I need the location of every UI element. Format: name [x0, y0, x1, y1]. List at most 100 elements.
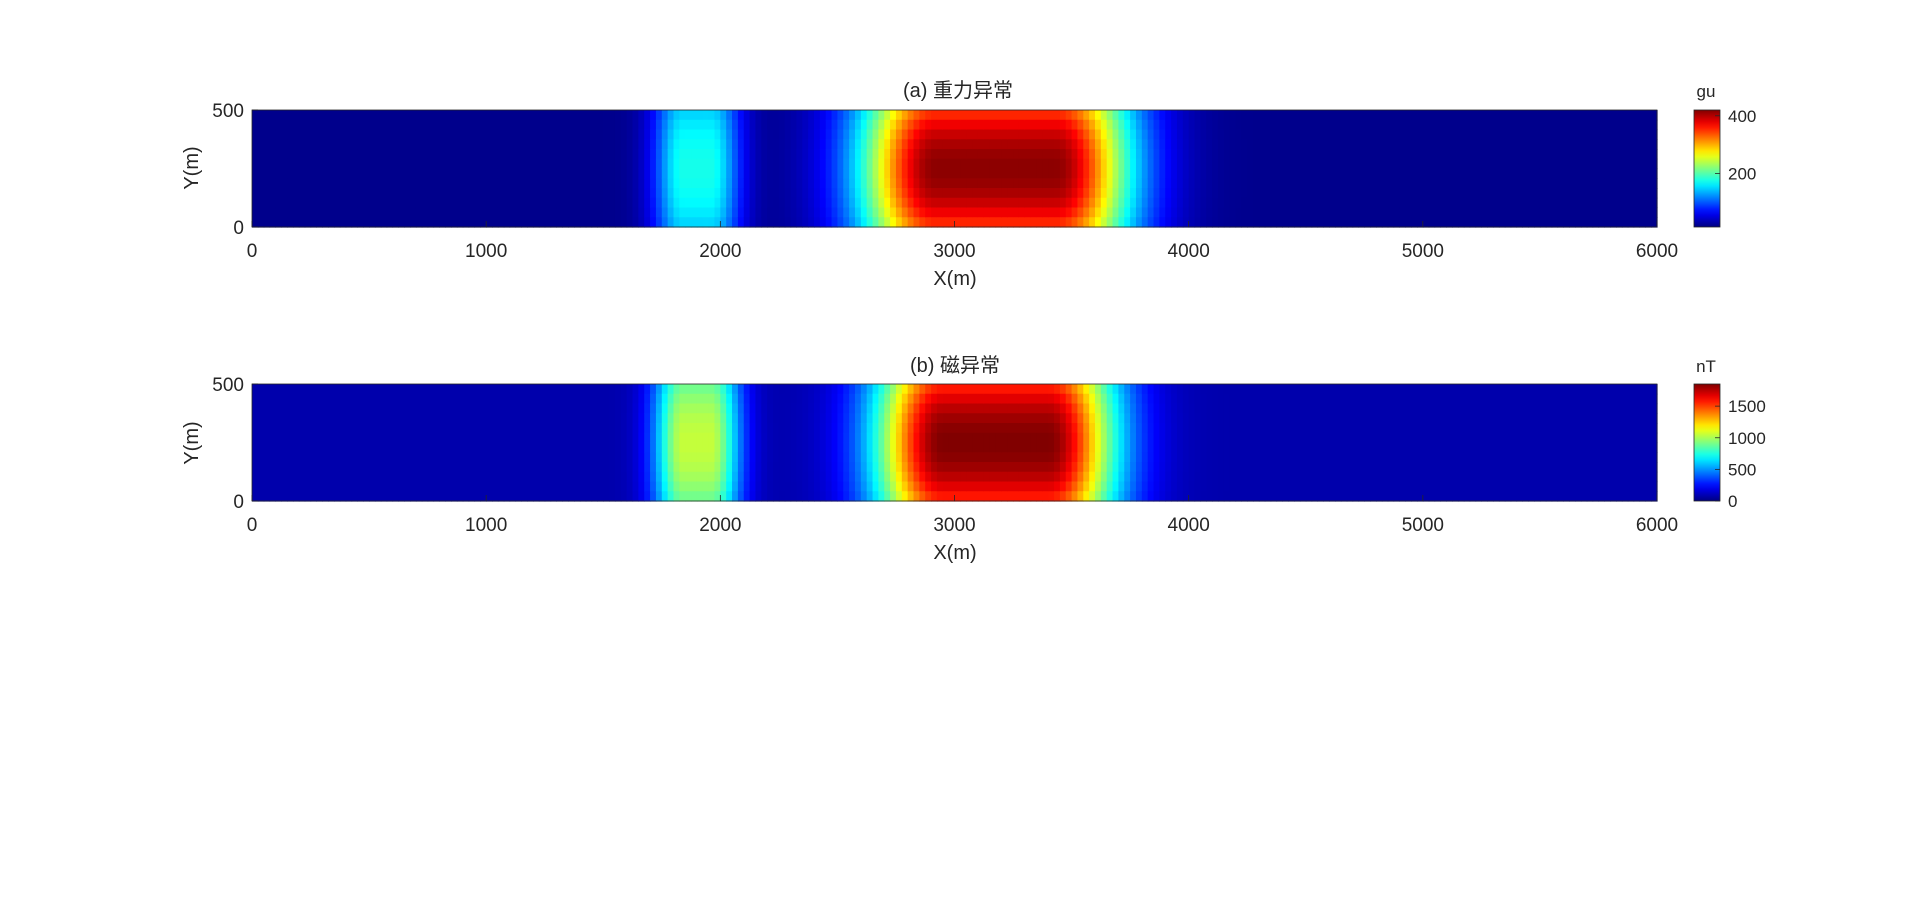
heat-cell	[333, 413, 341, 424]
heat-cell	[1059, 432, 1067, 444]
heat-cell	[275, 491, 282, 502]
heat-cell	[462, 481, 470, 492]
heat-cell	[585, 110, 593, 121]
heat-cell	[849, 471, 856, 483]
heat-cell	[1118, 217, 1125, 228]
heat-cell	[644, 393, 651, 405]
heat-cell	[1153, 393, 1160, 405]
heat-cell	[732, 384, 739, 395]
heat-cell	[960, 168, 967, 179]
heat-cell	[802, 393, 809, 405]
heat-cell	[1118, 403, 1125, 414]
heat-cell	[1188, 178, 1196, 189]
heat-cell	[761, 423, 768, 434]
heat-cell	[1206, 197, 1213, 209]
heat-cell	[1317, 110, 1324, 121]
heat-cell	[404, 481, 411, 492]
heat-cell	[808, 129, 815, 140]
heat-cell	[404, 139, 411, 150]
heat-cell	[907, 168, 915, 179]
heat-cell	[497, 384, 505, 395]
heat-cell	[878, 432, 885, 444]
heat-cell	[1077, 110, 1084, 121]
heat-cell	[1504, 149, 1512, 160]
heat-cell	[925, 217, 932, 228]
heat-cell	[1130, 188, 1137, 199]
heat-cell	[843, 158, 850, 170]
heat-cell	[661, 423, 669, 434]
heat-cell	[942, 452, 950, 463]
heat-cell	[1563, 129, 1570, 140]
heat-cell	[837, 491, 844, 502]
heat-cell	[1182, 393, 1190, 405]
heat-cell	[679, 462, 686, 473]
heat-cell	[345, 207, 353, 218]
heat-cell	[292, 188, 300, 199]
heat-cell	[568, 207, 575, 218]
heat-cell	[884, 452, 891, 463]
heat-cell	[1141, 393, 1149, 405]
heat-cell	[936, 110, 944, 121]
heat-cell	[369, 403, 376, 414]
heat-cell	[1569, 197, 1576, 209]
heat-cell	[1200, 432, 1207, 444]
heat-cell	[954, 471, 961, 483]
heat-cell	[778, 403, 786, 414]
heat-cell	[1621, 217, 1629, 228]
heat-cell	[1048, 188, 1055, 199]
heat-cell	[890, 471, 897, 483]
heat-cell	[1135, 403, 1143, 414]
heat-cell	[474, 393, 481, 405]
heat-cell	[732, 423, 739, 434]
heat-cell	[1147, 207, 1155, 218]
heat-cell	[527, 423, 534, 434]
heat-cell	[778, 129, 786, 140]
heat-cell	[819, 452, 827, 463]
heat-cell	[708, 442, 716, 453]
heat-cell	[1428, 110, 1436, 121]
heat-cell	[1182, 158, 1190, 170]
heat-cell	[1586, 129, 1594, 140]
heat-cell	[614, 158, 622, 170]
heat-cell	[474, 168, 481, 179]
heat-cell	[1007, 384, 1014, 395]
heat-cell	[778, 119, 786, 131]
heat-cell	[1621, 178, 1629, 189]
heat-cell	[1557, 119, 1564, 131]
heat-cell	[796, 149, 803, 160]
heat-cell	[503, 452, 511, 463]
heat-cell	[895, 129, 903, 140]
heat-cell	[1212, 188, 1219, 199]
heat-cell	[778, 188, 786, 199]
heat-cell	[1089, 197, 1096, 209]
heat-cell	[392, 423, 399, 434]
heat-cell	[357, 432, 364, 444]
heat-cell	[1030, 403, 1038, 414]
heat-cell	[667, 432, 675, 444]
heat-cell	[1042, 413, 1049, 424]
heat-cell	[591, 413, 598, 424]
heat-cell	[872, 481, 879, 492]
heat-cell	[1264, 119, 1272, 131]
heat-cell	[281, 481, 288, 492]
heat-cell	[907, 423, 915, 434]
heat-cell	[369, 491, 376, 502]
heat-cell	[257, 178, 265, 189]
heat-cell	[913, 129, 920, 140]
heat-cell	[989, 413, 997, 424]
heat-cell	[1065, 168, 1073, 179]
heat-cell	[726, 462, 733, 473]
heat-cell	[1071, 149, 1079, 160]
heat-cell	[1165, 129, 1172, 140]
heat-cell	[1135, 139, 1143, 150]
heat-cell	[1264, 178, 1272, 189]
heat-cell	[1452, 139, 1459, 150]
heat-cell	[562, 491, 569, 502]
heat-cell	[328, 119, 335, 131]
heat-cell	[819, 462, 827, 473]
heat-cell	[696, 188, 704, 199]
heat-cell	[960, 139, 967, 150]
heat-cell	[620, 119, 628, 131]
heat-cell	[369, 423, 376, 434]
heat-cell	[492, 384, 499, 395]
